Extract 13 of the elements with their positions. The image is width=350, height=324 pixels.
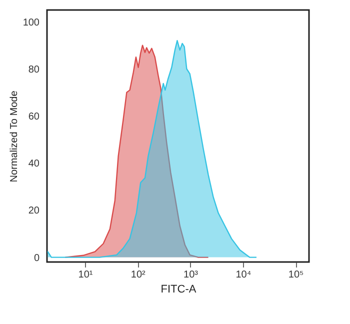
y-axis-title: Normalized To Mode (8, 90, 20, 182)
y-tick-label: 0 (34, 252, 40, 264)
x-tick-label: 10³ (184, 270, 199, 280)
y-tick-label: 20 (28, 206, 40, 217)
y-tick-label: 80 (28, 64, 40, 76)
y-tick-label: 100 (22, 17, 40, 28)
x-tick-label: 10¹ (78, 270, 94, 280)
x-tick-label: 10² (130, 270, 146, 280)
x-tick-label: 10⁵ (288, 270, 304, 280)
x-tick-label: 10⁴ (236, 270, 252, 280)
y-tick-label: 60 (28, 111, 40, 122)
x-axis-title: FITC-A (160, 284, 197, 296)
y-tick-label: 40 (28, 158, 40, 170)
